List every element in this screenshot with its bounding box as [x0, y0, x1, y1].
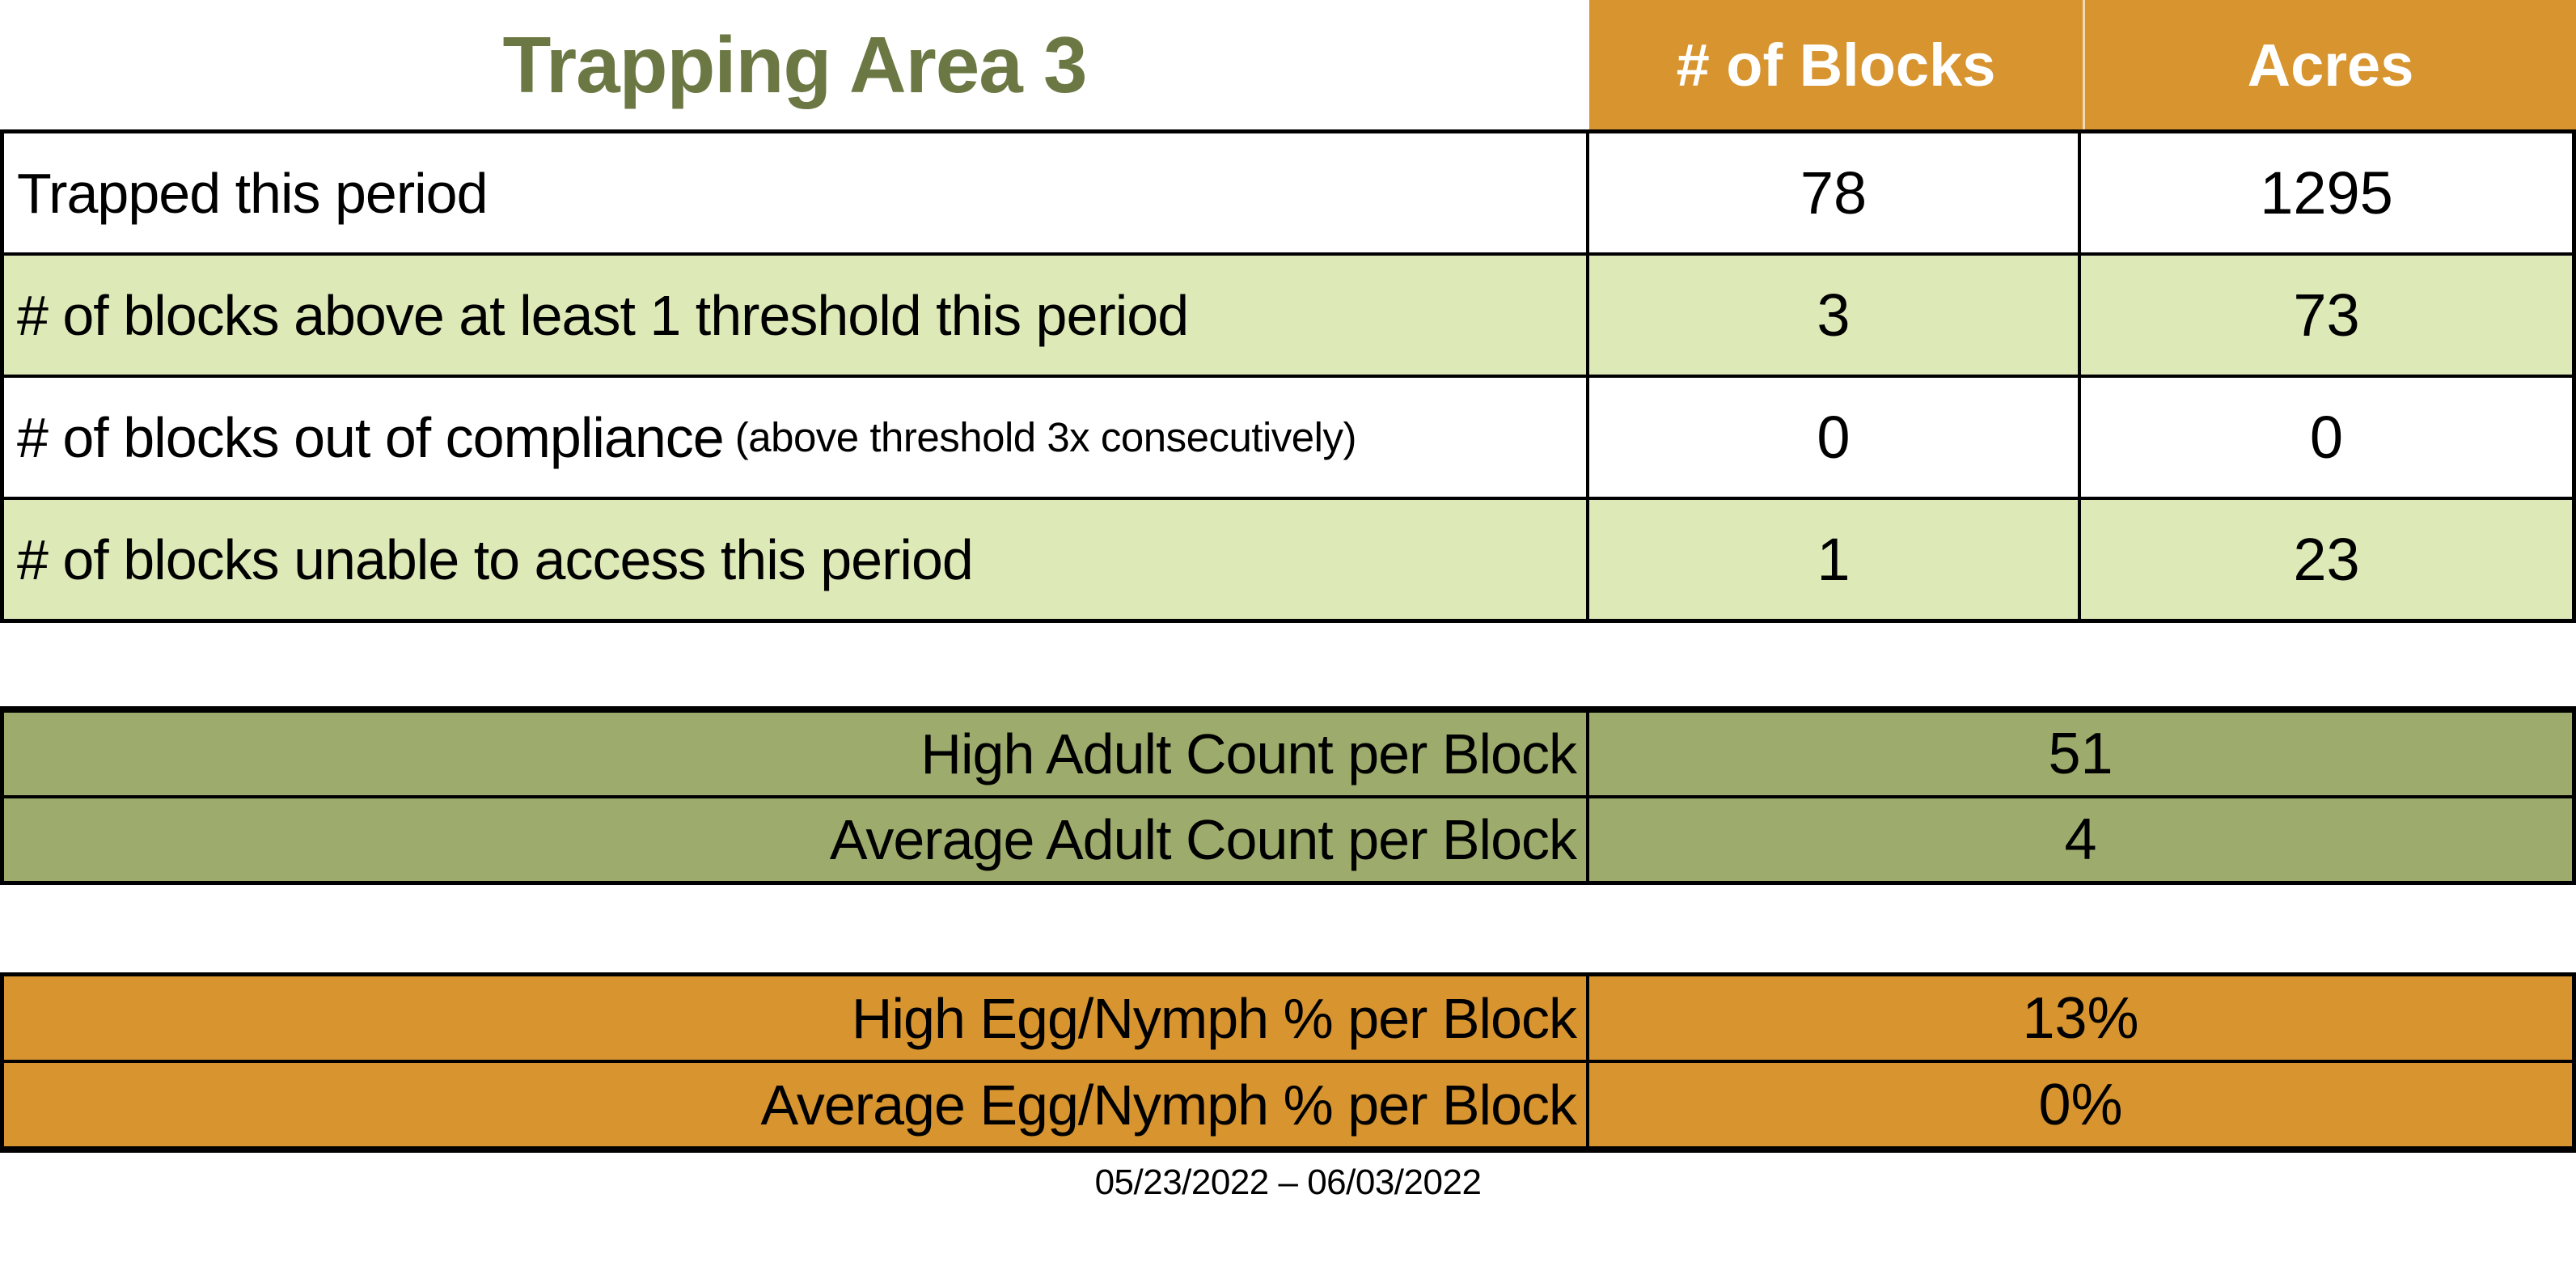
acres-value: 1295: [2260, 159, 2393, 227]
blocks-value: 78: [1589, 133, 2081, 252]
acres-value: 73: [2293, 282, 2360, 349]
row-label: Average Egg/Nymph % per Block: [4, 1063, 1589, 1146]
report-header-row: Trapping Area 3 # of Blocks Acres: [0, 0, 2576, 129]
date-range-label: 05/23/2022 – 06/03/2022: [1094, 1162, 1482, 1202]
table-row-high-adult-count: High Adult Count per Block 51: [4, 713, 2572, 798]
row-label: High Egg/Nymph % per Block: [4, 976, 1589, 1060]
row-label: Average Adult Count per Block: [4, 798, 1589, 881]
table-row-trapped-this-period: Trapped this period 78 1295: [4, 133, 2572, 256]
egg-nymph-table: High Egg/Nymph % per Block 13% Average E…: [0, 972, 2576, 1153]
adult-count-table: High Adult Count per Block 51 Average Ad…: [0, 706, 2576, 885]
table-row-above-threshold: # of blocks above at least 1 threshold t…: [4, 256, 2572, 378]
table-row-high-egg-nymph: High Egg/Nymph % per Block 13%: [4, 976, 2572, 1063]
row-value: 13%: [2022, 985, 2139, 1051]
acres-value: 0: [2309, 404, 2344, 471]
table-row-unable-to-access: # of blocks unable to access this period…: [4, 500, 2572, 619]
table-row-average-egg-nymph: Average Egg/Nymph % per Block 0%: [4, 1063, 2572, 1146]
row-label-text: # of blocks above at least 1 threshold t…: [17, 283, 1189, 347]
row-label: # of blocks above at least 1 threshold t…: [4, 256, 1589, 375]
title-cell: Trapping Area 3: [0, 0, 1589, 129]
column-header-blocks: # of Blocks: [1589, 0, 2083, 129]
table-row-average-adult-count: Average Adult Count per Block 4: [4, 798, 2572, 881]
row-label: High Adult Count per Block: [4, 713, 1589, 795]
row-label: # of blocks out of compliance (above thr…: [4, 378, 1589, 497]
table-row-out-of-compliance: # of blocks out of compliance (above thr…: [4, 378, 2572, 500]
page-title: Trapping Area 3: [502, 19, 1087, 109]
blocks-value: 1: [1589, 500, 2081, 619]
blocks-value: 0: [1589, 378, 2081, 497]
row-label: # of blocks unable to access this period: [4, 500, 1589, 619]
trapping-summary-table: Trapped this period 78 1295 # of blocks …: [0, 129, 2576, 623]
row-label: Trapped this period: [4, 133, 1589, 252]
column-header-acres: Acres: [2083, 0, 2576, 129]
row-label-text: # of blocks out of compliance: [17, 405, 725, 469]
acres-value: 23: [2293, 526, 2360, 593]
row-value: 4: [2064, 807, 2097, 872]
blocks-value: 3: [1589, 256, 2081, 375]
row-label-note: (above threshold 3x consecutively): [734, 414, 1357, 460]
row-value: 0%: [2038, 1072, 2123, 1137]
row-label-text: Trapped this period: [17, 161, 489, 225]
row-label-text: # of blocks unable to access this period: [17, 527, 974, 591]
row-value: 51: [2048, 722, 2113, 786]
